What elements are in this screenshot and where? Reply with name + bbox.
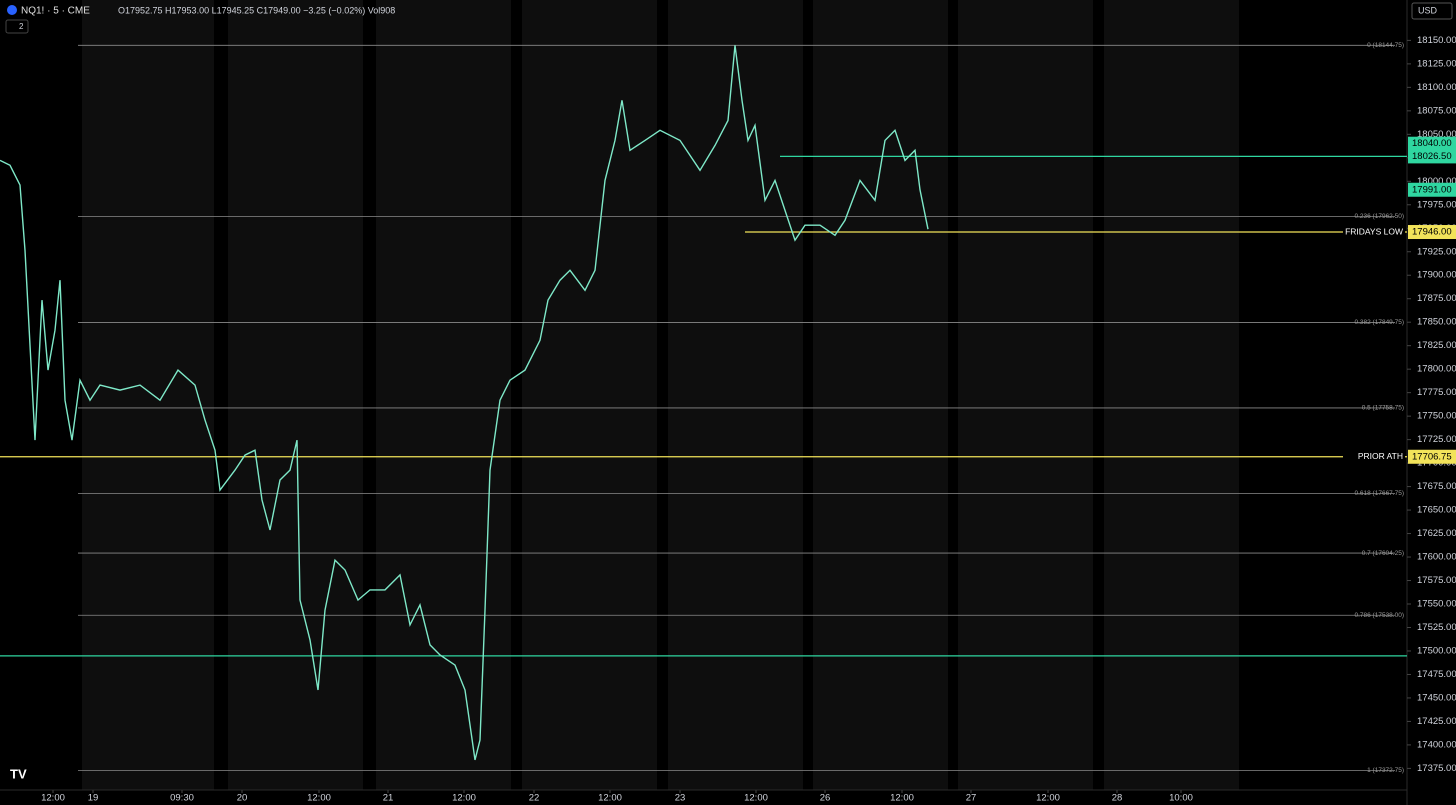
x-tick-label: 21 — [383, 793, 394, 804]
price-tag-label: 18040.00 — [1412, 138, 1452, 149]
x-tick-label: 19 — [88, 793, 99, 804]
fib-label: 0.382 (17849.75) — [1354, 319, 1404, 326]
y-tick-label: 17475.00 — [1417, 669, 1456, 680]
y-tick-label: 18150.00 — [1417, 35, 1456, 46]
y-tick-label: 17650.00 — [1417, 505, 1456, 516]
y-tick-label: 17625.00 — [1417, 528, 1456, 539]
y-tick-label: 17375.00 — [1417, 763, 1456, 774]
x-tick-label: 20 — [237, 793, 248, 804]
fib-label: 0.5 (17758.75) — [1362, 405, 1404, 412]
key-level-name: FRIDAYS LOW — [1345, 226, 1403, 236]
y-tick-label: 17500.00 — [1417, 645, 1456, 656]
y-tick-label: 17750.00 — [1417, 411, 1456, 422]
x-tick-label: 22 — [529, 793, 540, 804]
key-level-name-bg — [1343, 450, 1405, 463]
price-tag-label: 17706.75 — [1412, 451, 1452, 462]
y-tick-label: 17675.00 — [1417, 481, 1456, 492]
y-tick-label: 17975.00 — [1417, 199, 1456, 210]
session — [1104, 0, 1239, 790]
x-tick-label: 23 — [675, 793, 686, 804]
price-tag — [1408, 182, 1456, 197]
y-tick-label: 17875.00 — [1417, 293, 1456, 304]
ohlc: O17952.75 H17953.00 L17945.25 C17949.00 … — [118, 5, 395, 15]
y-tick-label: 17850.00 — [1417, 317, 1456, 328]
price-tag-label: 17991.00 — [1412, 184, 1452, 195]
y-tick-label: 17450.00 — [1417, 692, 1456, 703]
y-tick-label: 17400.00 — [1417, 739, 1456, 750]
price-tag-label: 18026.50 — [1412, 151, 1452, 162]
price-line — [0, 45, 929, 761]
fib-label: 0.236 (17962.50) — [1354, 213, 1404, 220]
x-tick-label: 28 — [1112, 793, 1123, 804]
y-tick-label: 17725.00 — [1417, 434, 1456, 445]
y-tick-label: 18100.00 — [1417, 82, 1456, 93]
y-tick-label: 17800.00 — [1417, 364, 1456, 375]
key-level-name: PRIOR ATH — [1358, 451, 1403, 461]
key-level-name-bg — [1343, 226, 1405, 239]
x-tick-label: 12:00 — [452, 793, 476, 804]
fib-label: 0.786 (17538.00) — [1354, 612, 1404, 619]
fib-label: 0.7 (17604.25) — [1362, 550, 1404, 557]
session — [376, 0, 511, 790]
fib-label: 1 (17372.75) — [1367, 767, 1404, 774]
y-tick-label: 17900.00 — [1417, 270, 1456, 281]
y-tick-label: 17425.00 — [1417, 716, 1456, 727]
price-tag — [1408, 449, 1456, 464]
currency-box[interactable] — [1411, 2, 1453, 20]
price-tag — [1408, 225, 1456, 240]
fib-label: 0.618 (17667.75) — [1354, 490, 1404, 497]
x-tick-label: 09:30 — [170, 793, 194, 804]
x-tick-label: 12:00 — [1036, 793, 1060, 804]
x-tick-label: 27 — [966, 793, 977, 804]
session — [958, 0, 1093, 790]
y-tick-label: 17600.00 — [1417, 552, 1456, 563]
x-tick-label: 12:00 — [890, 793, 914, 804]
x-tick-label: 12:00 — [307, 793, 331, 804]
logo: TV — [10, 766, 27, 781]
symbol-icon[interactable] — [7, 5, 17, 15]
session — [522, 0, 657, 790]
y-tick-label: 18050.00 — [1417, 129, 1456, 140]
session-shading — [82, 0, 1239, 790]
price-tag-label: 17946.00 — [1412, 227, 1452, 238]
price-tag — [1408, 149, 1456, 164]
currency[interactable]: USD — [1418, 5, 1438, 15]
price-tag — [1408, 136, 1456, 151]
x-tick-label: 10:00 — [1169, 793, 1193, 804]
session — [668, 0, 803, 790]
y-tick-label: 18000.00 — [1417, 176, 1456, 187]
y-tick-label: 17550.00 — [1417, 599, 1456, 610]
x-tick-label: 26 — [820, 793, 831, 804]
y-tick-label: 17775.00 — [1417, 387, 1456, 398]
x-tick-label: 12:00 — [41, 793, 65, 804]
y-tick-label: 17925.00 — [1417, 246, 1456, 257]
y-tick-label: 18075.00 — [1417, 105, 1456, 116]
y-tick-label: 17575.00 — [1417, 575, 1456, 586]
y-tick-label: 17525.00 — [1417, 622, 1456, 633]
session — [813, 0, 948, 790]
x-tick-label: 12:00 — [744, 793, 768, 804]
y-tick-label: 17825.00 — [1417, 340, 1456, 351]
indicator-toggle[interactable] — [5, 19, 29, 34]
symbol[interactable]: NQ1! · 5 · CME — [21, 6, 90, 17]
session — [228, 0, 363, 790]
fib-label: 0 (18144.75) — [1367, 42, 1404, 49]
y-tick-label: 18125.00 — [1417, 58, 1456, 69]
indicator-count[interactable]: 2 — [19, 22, 24, 31]
x-tick-label: 12:00 — [598, 793, 622, 804]
session — [82, 0, 214, 790]
